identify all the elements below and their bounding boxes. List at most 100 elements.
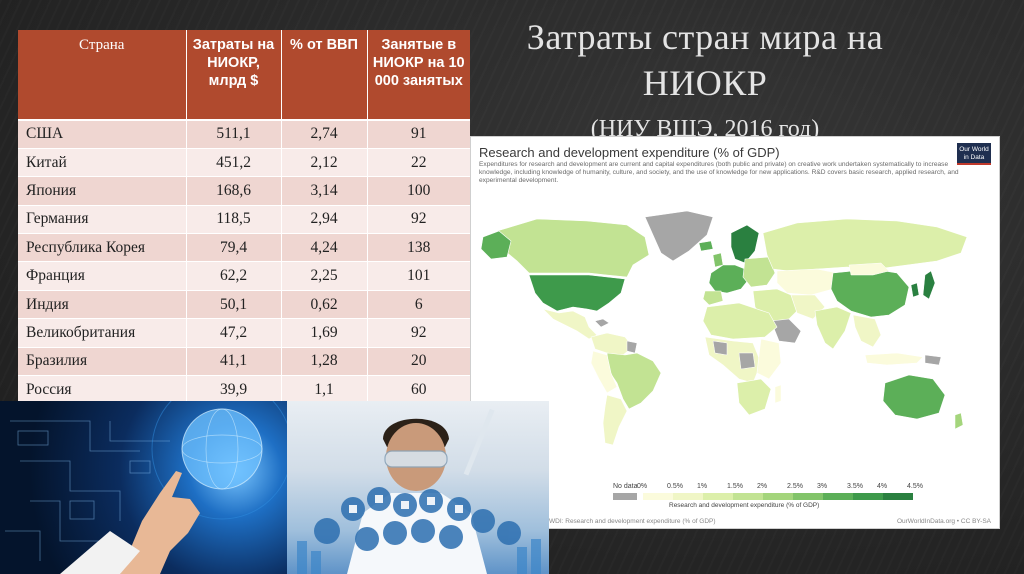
map-usa bbox=[528, 274, 626, 312]
pipette bbox=[463, 408, 495, 476]
legend-tick-label: 2% bbox=[757, 483, 768, 490]
cell-staff: 92 bbox=[367, 318, 470, 348]
legend-no-data-label: No data bbox=[613, 483, 638, 490]
cell-spend: 118,5 bbox=[186, 205, 282, 235]
laboratory-photo bbox=[287, 401, 549, 574]
table-header-row: Страна Затраты на НИОКР, млрд $ % от ВВП… bbox=[18, 30, 470, 121]
legend-tick-label: 3% bbox=[817, 483, 828, 490]
map-andes bbox=[590, 350, 618, 394]
technology-photo bbox=[0, 401, 287, 574]
cell-spend: 79,4 bbox=[186, 233, 282, 263]
cell-country: Китай bbox=[18, 148, 187, 178]
header-staff: Занятые в НИОКР на 10 000 занятых bbox=[367, 30, 470, 121]
cell-country: Япония bbox=[18, 176, 187, 206]
map-alaska bbox=[480, 230, 512, 260]
cell-gdp-share: 1,1 bbox=[281, 375, 368, 405]
rd-map-panel: Research and development expenditure (% … bbox=[470, 136, 1000, 529]
cell-country: Республика Корея bbox=[18, 233, 187, 263]
map-india bbox=[814, 306, 852, 350]
cell-country: Индия bbox=[18, 290, 187, 320]
map-arabia bbox=[770, 318, 802, 344]
cell-spend: 47,2 bbox=[186, 318, 282, 348]
cell-spend: 41,1 bbox=[186, 347, 282, 377]
cell-spend: 62,2 bbox=[186, 261, 282, 291]
map-caribbean bbox=[594, 318, 610, 328]
map-east-africa bbox=[756, 338, 782, 380]
slide-title: Затраты стран мира на НИОКР bbox=[526, 17, 884, 103]
owid-logo-line1: Our World bbox=[959, 146, 989, 153]
legend-swatch bbox=[643, 493, 673, 500]
map-southern-cone bbox=[602, 394, 628, 446]
table-body: США 511,1 2,74 91 Китай 451,2 2,12 22 Япония 168,… bbox=[18, 120, 470, 405]
test-tubes bbox=[297, 539, 541, 574]
cell-spend: 50,1 bbox=[186, 290, 282, 320]
cell-gdp-share: 2,12 bbox=[281, 148, 368, 178]
legend-swatch bbox=[823, 493, 853, 500]
owid-logo: Our World in Data bbox=[957, 143, 991, 165]
map-iberia bbox=[702, 290, 724, 306]
legend-tick-label: 1% bbox=[697, 483, 708, 490]
globe bbox=[182, 409, 262, 489]
legend-swatch-no-data bbox=[613, 493, 637, 500]
legend-swatch bbox=[733, 493, 763, 500]
cell-country: Великобритания bbox=[18, 318, 187, 348]
map-korea bbox=[910, 282, 920, 298]
cell-country: Франция bbox=[18, 261, 187, 291]
map-central-asia bbox=[776, 268, 838, 296]
map-western-europe bbox=[708, 264, 750, 294]
cell-gdp-share: 0,62 bbox=[281, 290, 368, 320]
pointing-hand bbox=[120, 471, 200, 574]
cell-gdp-share: 2,94 bbox=[281, 205, 368, 235]
cell-spend: 511,1 bbox=[186, 120, 282, 149]
cell-country: Бразилия bbox=[18, 347, 187, 377]
cell-staff: 22 bbox=[367, 148, 470, 178]
header-gdp-share: % от ВВП bbox=[281, 30, 368, 121]
cell-staff: 91 bbox=[367, 120, 470, 149]
cell-staff: 6 bbox=[367, 290, 470, 320]
map-japan bbox=[922, 270, 936, 300]
cell-spend: 451,2 bbox=[186, 148, 282, 178]
cell-staff: 92 bbox=[367, 205, 470, 235]
table-row: Индия 50,1 0,62 6 bbox=[18, 290, 470, 320]
table-row: Россия 39,9 1,1 60 bbox=[18, 375, 470, 405]
map-iceland bbox=[698, 240, 714, 252]
map-northern-south-america bbox=[590, 332, 634, 356]
map-indonesia bbox=[864, 352, 924, 366]
cell-staff: 101 bbox=[367, 261, 470, 291]
map-africa-no-data-1 bbox=[712, 340, 728, 356]
slide-title-block: Затраты стран мира на НИОКР (НИУ ВШЭ, 20… bbox=[495, 14, 915, 146]
cell-gdp-share: 4,24 bbox=[281, 233, 368, 263]
legend-swatch bbox=[763, 493, 793, 500]
map-southern-africa bbox=[736, 378, 772, 416]
cell-country: США bbox=[18, 120, 187, 149]
cell-staff: 100 bbox=[367, 176, 470, 206]
map-license: OurWorldInData.org • CC BY-SA bbox=[896, 518, 991, 525]
circuit-lines bbox=[5, 420, 170, 561]
map-new-zealand bbox=[954, 412, 964, 430]
legend-color-bar bbox=[613, 493, 913, 500]
legend-swatch bbox=[853, 493, 883, 500]
map-title: Research and development expenditure (% … bbox=[479, 145, 780, 160]
legend-tick-label: 4.5% bbox=[907, 483, 923, 490]
technology-illustration bbox=[5, 401, 287, 574]
shirt-sleeve bbox=[60, 531, 140, 574]
map-uk bbox=[712, 252, 724, 268]
map-russia bbox=[762, 218, 968, 272]
table-row: Германия 118,5 2,94 92 bbox=[18, 205, 470, 235]
safety-goggles bbox=[384, 450, 448, 468]
map-description: Expenditures for research and developmen… bbox=[479, 161, 959, 184]
map-png bbox=[924, 354, 942, 366]
map-canada bbox=[496, 218, 650, 278]
cell-country: Россия bbox=[18, 375, 187, 405]
cell-spend: 39,9 bbox=[186, 375, 282, 405]
cell-gdp-share: 1,69 bbox=[281, 318, 368, 348]
legend-swatch bbox=[673, 493, 703, 500]
map-china bbox=[830, 268, 910, 318]
header-country: Страна bbox=[18, 30, 187, 121]
map-guianas bbox=[626, 340, 638, 354]
map-mexico bbox=[542, 308, 598, 340]
map-source: WDI: Research and development expenditur… bbox=[549, 518, 716, 525]
icon-bubble-glyphs bbox=[349, 495, 463, 513]
owid-logo-line2: in Data bbox=[963, 153, 985, 161]
cell-country: Германия bbox=[18, 205, 187, 235]
